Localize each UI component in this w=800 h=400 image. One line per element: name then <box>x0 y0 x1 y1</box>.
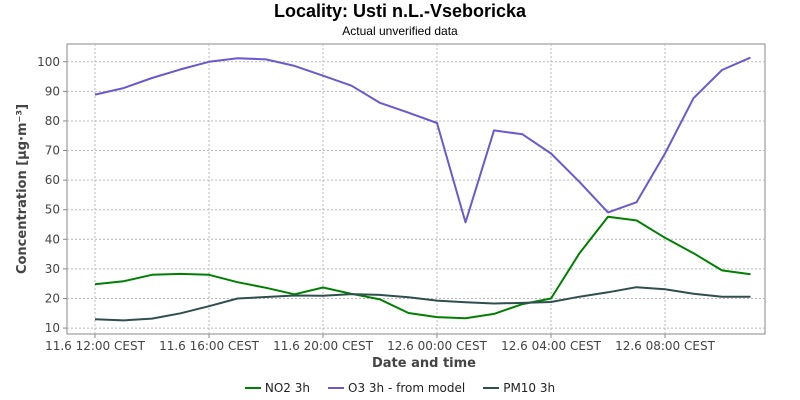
y-tick-label: 20 <box>45 291 60 305</box>
legend-label: O3 3h - from model <box>348 381 466 395</box>
legend-swatch <box>483 387 500 389</box>
y-tick-label: 90 <box>45 84 60 98</box>
legend-label: NO2 3h <box>264 381 310 395</box>
legend-item: NO2 3h <box>244 381 310 395</box>
x-axis-label: Date and time <box>372 356 476 371</box>
y-axis-label: Concentration [µg·m⁻³] <box>15 104 30 274</box>
y-tick-label: 100 <box>37 55 60 69</box>
series-lines <box>94 56 751 322</box>
x-tick-label: 12.6 08:00 CEST <box>615 339 716 353</box>
y-tick-label: 30 <box>45 262 60 276</box>
chart-subtitle: Actual unverified data <box>342 24 458 38</box>
grid-lines <box>67 44 765 334</box>
x-axis-ticks: 11.6 12:00 CEST 11.6 16:00 CEST 11.6 20:00… <box>45 334 716 353</box>
chart-legend: NO2 3h O3 3h - from model PM10 3h <box>0 381 800 395</box>
y-tick-label: 10 <box>45 321 60 335</box>
series-line-1 <box>94 56 751 224</box>
legend-item: PM10 3h <box>483 381 555 395</box>
legend-swatch <box>244 387 261 389</box>
y-axis-ticks: 10 20 30 40 50 60 70 80 90 100 <box>37 55 67 335</box>
y-tick-label: 70 <box>45 144 60 158</box>
plot-background <box>66 43 766 335</box>
x-tick-label: 11.6 12:00 CEST <box>45 339 146 353</box>
x-tick-label: 11.6 16:00 CEST <box>159 339 260 353</box>
y-tick-label: 50 <box>45 203 60 217</box>
x-tick-label: 11.6 20:00 CEST <box>273 339 374 353</box>
legend-swatch <box>328 387 344 389</box>
y-tick-label: 60 <box>45 173 60 187</box>
chart-title: Locality: Usti n.L.-Vseboricka <box>273 1 527 21</box>
y-tick-label: 80 <box>45 114 60 128</box>
x-tick-label: 12.6 00:00 CEST <box>387 339 488 353</box>
y-tick-label: 40 <box>45 232 60 246</box>
legend-item: O3 3h - from model <box>328 381 465 395</box>
x-tick-label: 12.6 04:00 CEST <box>501 339 602 353</box>
series-line-0 <box>94 215 751 320</box>
legend-label: PM10 3h <box>503 381 556 395</box>
series-line-2 <box>94 286 751 322</box>
